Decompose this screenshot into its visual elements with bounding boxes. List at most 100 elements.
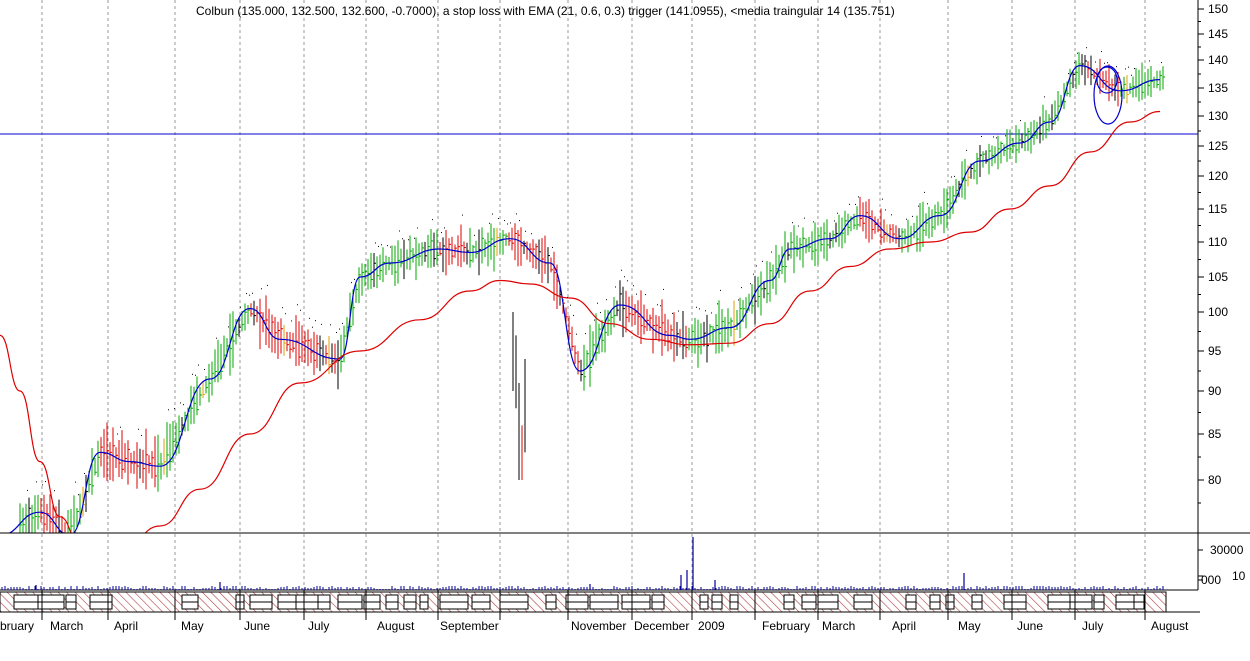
trailing-dots	[27, 47, 1162, 496]
trailing-dot	[75, 481, 76, 483]
trailing-dot	[267, 284, 268, 286]
trailing-dot	[195, 374, 196, 376]
month-label-13: April	[892, 619, 916, 633]
trailing-dot	[42, 484, 43, 486]
trailing-dot	[771, 251, 772, 253]
trailing-dot	[645, 294, 646, 296]
trailing-dot	[993, 136, 994, 138]
trailing-dot	[927, 203, 928, 205]
trailing-dot	[1077, 52, 1078, 54]
volume-panel	[1, 537, 1164, 590]
trailing-dot	[390, 246, 391, 248]
trailing-dot	[474, 234, 475, 236]
month-label-1: March	[50, 619, 83, 633]
volume-tick-label-0: 30000	[1210, 543, 1244, 557]
trailing-dot	[330, 324, 331, 326]
trailing-dot	[636, 293, 637, 295]
annotation-ellipse-large	[1093, 65, 1123, 125]
y-tick-label-90: 90	[1208, 384, 1222, 398]
trailing-dot	[261, 288, 262, 290]
trailing-dot	[339, 328, 340, 330]
y-tick-label-135: 135	[1208, 81, 1228, 95]
trailing-dot	[336, 331, 337, 333]
y-tick-label-130: 130	[1208, 109, 1228, 123]
month-label-7: September	[440, 619, 499, 633]
trailing-dot	[981, 136, 982, 138]
series-line-0	[7, 64, 1161, 533]
trailing-dot	[951, 176, 952, 178]
trailing-dot	[663, 288, 664, 290]
trailing-dot	[1086, 47, 1087, 49]
indicator-lines	[0, 64, 1161, 533]
trailing-dot	[738, 299, 739, 301]
trailing-dot	[1128, 66, 1129, 68]
trailing-dot	[1125, 68, 1126, 70]
y-tick-label-125: 125	[1208, 139, 1228, 153]
month-label-8: November	[571, 619, 626, 633]
trailing-dot	[531, 233, 532, 235]
trailing-dot	[882, 198, 883, 200]
trailing-dot	[1116, 66, 1117, 68]
trailing-dot	[762, 260, 763, 262]
volume-axis-ticks: 30000 10 000	[1198, 543, 1246, 587]
trailing-dot	[240, 306, 241, 308]
trailing-dot	[1161, 62, 1162, 64]
trailing-dot	[507, 223, 508, 225]
trailing-dot	[597, 302, 598, 304]
y-tick-label-110: 110	[1208, 235, 1227, 249]
trailing-dot	[1134, 68, 1135, 70]
trailing-dot	[198, 364, 199, 366]
month-label-2: April	[114, 619, 138, 633]
trailing-dot	[1107, 62, 1108, 64]
trailing-dot	[408, 239, 409, 241]
month-label-5: July	[308, 619, 329, 633]
y-tick-label-115: 115	[1208, 202, 1227, 216]
trailing-dot	[627, 280, 628, 282]
trailing-dot	[792, 222, 793, 224]
trailing-dot	[678, 310, 679, 312]
trailing-dot	[414, 237, 415, 239]
trailing-dot	[228, 326, 229, 328]
trailing-dot	[600, 312, 601, 314]
volume-tick-label-1: 10	[1232, 569, 1246, 583]
trailing-dot	[192, 373, 193, 375]
y-tick-label-150: 150	[1208, 2, 1228, 16]
month-label-10: 2009	[698, 619, 725, 633]
trailing-dot	[246, 293, 247, 295]
trailing-dot	[489, 222, 490, 224]
trailing-dot	[657, 304, 658, 306]
trailing-dot	[672, 312, 673, 314]
trailing-dot	[885, 209, 886, 211]
trailing-dot	[300, 309, 301, 311]
trailing-dot	[1131, 74, 1132, 76]
trailing-dot	[180, 402, 181, 404]
trailing-dot	[498, 218, 499, 220]
trailing-dot	[918, 205, 919, 207]
month-label-9: December	[634, 619, 689, 633]
trailing-dot	[567, 296, 568, 298]
trailing-dot	[1074, 62, 1075, 64]
trailing-dot	[720, 289, 721, 291]
trailing-dot	[519, 220, 520, 222]
series-line-1	[0, 110, 1161, 533]
trailing-dot	[813, 221, 814, 223]
trailing-dot	[252, 292, 253, 294]
month-label-4: June	[244, 619, 270, 633]
trailing-dot	[462, 214, 463, 216]
trailing-dot	[585, 333, 586, 335]
trailing-dot	[510, 222, 511, 224]
trailing-dot	[138, 428, 139, 430]
trailing-dot	[117, 433, 118, 435]
volume-tick-label-2: 000	[1201, 573, 1221, 587]
trailing-dot	[321, 323, 322, 325]
trailing-dot	[174, 408, 175, 410]
month-label-15: June	[1017, 619, 1043, 633]
month-label-12: March	[822, 619, 855, 633]
trailing-dot	[417, 227, 418, 229]
chart-title: Colbun (135.000, 132.500, 132.600, -0.70…	[196, 4, 895, 18]
trailing-dot	[516, 213, 517, 215]
trailing-dot	[624, 276, 625, 278]
trailing-dot	[924, 191, 925, 193]
trailing-dot	[741, 287, 742, 289]
